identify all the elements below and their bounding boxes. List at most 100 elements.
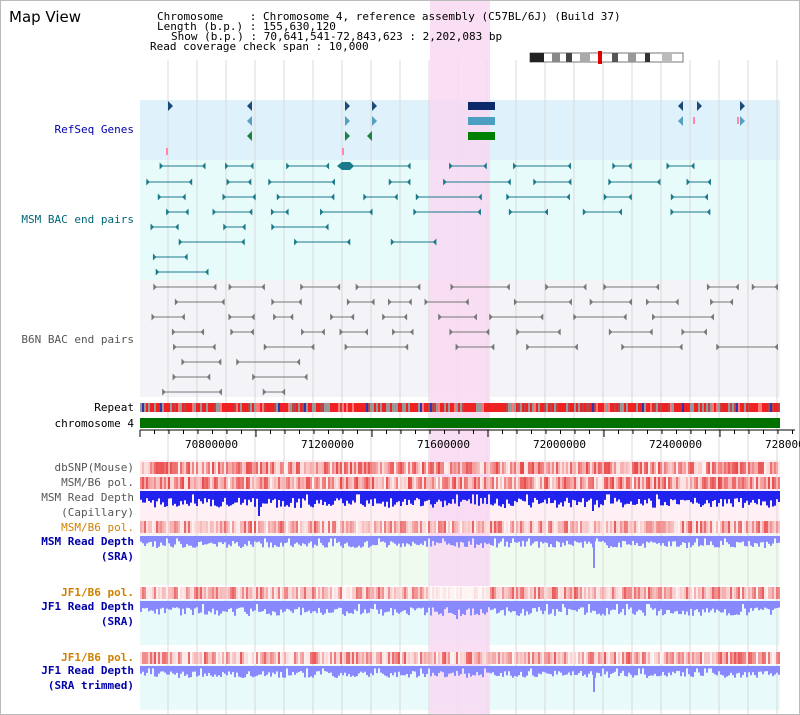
feature-arrow: [321, 328, 325, 336]
heat-cell: [516, 652, 518, 664]
depth-bar: [474, 491, 476, 505]
depth-bar: [338, 491, 340, 501]
repeat-segment: [382, 403, 384, 412]
heat-cell: [314, 462, 316, 474]
depth-bar: [622, 601, 624, 609]
depth-bar: [176, 536, 178, 539]
depth-bar: [228, 536, 230, 545]
track-label-b6n-bac[interactable]: B6N BAC end pairs: [21, 333, 134, 346]
heat-cell: [520, 477, 522, 489]
heat-cell: [142, 477, 144, 489]
repeat-segment: [660, 403, 662, 412]
depth-bar: [212, 601, 214, 609]
heat-cell: [506, 521, 508, 533]
show-value: 70,641,541-72,843,623 : 2,202,083 bp: [263, 30, 503, 43]
heat-cell: [738, 462, 740, 474]
repeat-segment: [610, 403, 612, 412]
depth-bar: [334, 666, 336, 678]
heat-cell: [488, 521, 490, 533]
heat-cell: [696, 521, 698, 533]
heat-cell: [708, 652, 710, 664]
heat-cell: [166, 521, 168, 533]
repeat-segment: [454, 403, 456, 412]
heat-cell: [474, 652, 476, 664]
depth-bar: [736, 491, 738, 499]
repeat-segment: [568, 403, 570, 412]
heat-cell: [388, 652, 390, 664]
heat-cell: [298, 652, 300, 664]
heat-cell: [290, 462, 292, 474]
heat-cell: [362, 477, 364, 489]
heat-cell: [608, 587, 610, 599]
heat-cell: [650, 652, 652, 664]
feature-arrow: [392, 328, 396, 336]
depth-bar: [480, 536, 482, 544]
heat-cell: [198, 652, 200, 664]
depth-bar: [482, 666, 484, 678]
heat-cell: [398, 477, 400, 489]
feature-arrow: [403, 313, 408, 321]
depth-bar: [442, 491, 444, 508]
heat-cell: [662, 521, 664, 533]
depth-bar: [268, 491, 270, 499]
heat-cell: [324, 521, 326, 533]
depth-bar: [608, 601, 610, 615]
depth-bar: [730, 666, 732, 673]
heat-cell: [758, 521, 760, 533]
depth-bar: [606, 601, 608, 609]
heat-cell: [248, 587, 250, 599]
depth-bar: [198, 536, 200, 542]
heat-cell: [212, 477, 214, 489]
heat-cell: [772, 462, 774, 474]
depth-bar: [542, 601, 544, 615]
repeat-segment: [222, 403, 224, 412]
depth-bar: [584, 491, 586, 508]
feature-arrow: [271, 223, 275, 231]
depth-bar: [460, 601, 462, 616]
heat-cell: [464, 477, 466, 489]
heat-cell: [232, 652, 234, 664]
depth-bar: [710, 491, 712, 507]
depth-bar: [678, 491, 680, 505]
heat-cell: [264, 477, 266, 489]
depth-bar: [284, 491, 286, 507]
heat-cell: [166, 652, 168, 664]
heat-cell: [700, 462, 702, 474]
heat-cell: [414, 462, 416, 474]
heat-cell: [604, 462, 606, 474]
depth-bar: [190, 601, 192, 610]
heat-cell: [718, 652, 720, 664]
depth-bar: [624, 491, 626, 505]
depth-bar: [518, 601, 520, 616]
repeat-segment: [484, 403, 486, 412]
depth-bar: [416, 491, 418, 498]
heat-cell: [672, 652, 674, 664]
depth-bar: [168, 666, 170, 675]
depth-bar: [478, 536, 480, 545]
track-label-msm-bac[interactable]: MSM BAC end pairs: [21, 213, 134, 226]
depth-bar: [602, 601, 604, 614]
heat-cell: [270, 587, 272, 599]
heat-cell: [204, 462, 206, 474]
depth-bar: [684, 491, 686, 501]
feature-arrow: [740, 116, 745, 126]
heat-cell: [170, 462, 172, 474]
heat-cell: [646, 477, 648, 489]
heat-cell: [602, 462, 604, 474]
heat-cell: [500, 477, 502, 489]
depth-bar: [274, 536, 276, 546]
heat-cell: [246, 587, 248, 599]
heat-cell: [718, 521, 720, 533]
heat-cell: [448, 652, 450, 664]
heat-cell: [466, 652, 468, 664]
depth-bar: [224, 666, 226, 674]
heat-cell: [340, 462, 342, 474]
heat-cell: [438, 462, 440, 474]
depth-bar: [372, 666, 374, 676]
heat-cell: [482, 652, 484, 664]
depth-bar: [718, 601, 720, 611]
track-label-refseq[interactable]: RefSeq Genes: [54, 123, 134, 136]
heat-cell: [582, 587, 584, 599]
heat-cell: [382, 587, 384, 599]
